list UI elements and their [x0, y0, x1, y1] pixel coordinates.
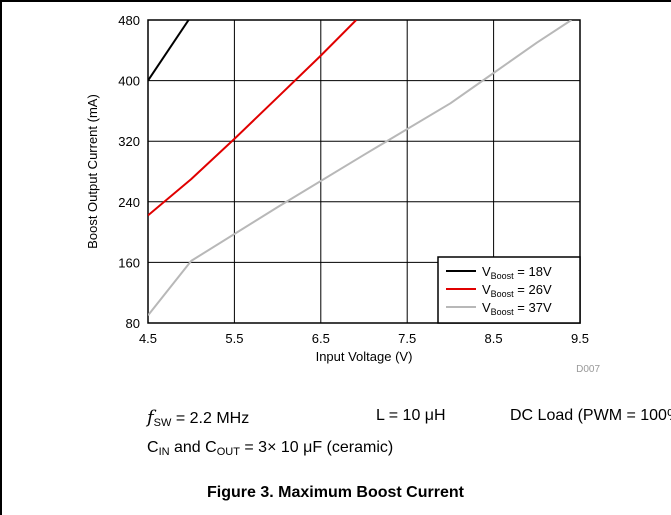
- x-axis-label: Input Voltage (V): [316, 349, 413, 364]
- series-group: [148, 20, 572, 317]
- cout-symbol: and C: [169, 439, 217, 456]
- y-tick-label: 320: [118, 134, 140, 149]
- figure-id-label: D007: [576, 364, 600, 375]
- cin-subscript: IN: [158, 446, 170, 458]
- x-tick-label: 5.5: [225, 331, 243, 346]
- plot-frame: [147, 19, 581, 324]
- page-border-left: [0, 0, 2, 515]
- fsw-value: = 2.2 MHz: [171, 410, 250, 427]
- y-tick-label: 480: [118, 13, 140, 28]
- switching-frequency-condition: fSW = 2.2 MHz: [147, 407, 249, 429]
- series-line-2: [148, 20, 357, 217]
- legend-label-3: VBoost = 37V: [482, 300, 552, 317]
- series-line-1: [148, 20, 190, 82]
- x-tick-label: 7.5: [398, 331, 416, 346]
- page-border-top: [0, 0, 671, 2]
- cin-symbol: C: [147, 439, 159, 456]
- y-tick-label: 160: [118, 255, 140, 270]
- series-line-3: [148, 20, 572, 317]
- cout-subscript: OUT: [216, 446, 240, 458]
- capacitor-value: = 3× 10 μF (ceramic): [239, 439, 394, 456]
- x-tick-label: 9.5: [571, 331, 589, 346]
- load-condition: DC Load (PWM = 100%): [510, 407, 671, 424]
- x-tick-label: 4.5: [139, 331, 157, 346]
- legend-label-1: VBoost = 18V: [482, 264, 552, 281]
- y-axis-label: Boost Output Current (mA): [85, 94, 100, 249]
- y-tick-label: 240: [118, 195, 140, 210]
- boost-current-chart: 4.5 5.5 6.5 7.5 8.5 9.5 80 160 240 320 400 480 Input…: [85, 13, 600, 375]
- figure-caption: Figure 3. Maximum Boost Current: [207, 484, 464, 501]
- y-tick-label: 80: [126, 316, 140, 331]
- fsw-subscript: SW: [153, 417, 172, 429]
- y-tick-label: 400: [118, 74, 140, 89]
- x-tick-label: 8.5: [485, 331, 503, 346]
- fsw-symbol: f: [147, 407, 154, 428]
- capacitor-condition: CIN and COUT = 3× 10 μF (ceramic): [147, 439, 393, 458]
- legend-label-2: VBoost = 26V: [482, 282, 552, 299]
- inductor-condition: L = 10 μH: [376, 407, 446, 424]
- x-tick-label: 6.5: [312, 331, 330, 346]
